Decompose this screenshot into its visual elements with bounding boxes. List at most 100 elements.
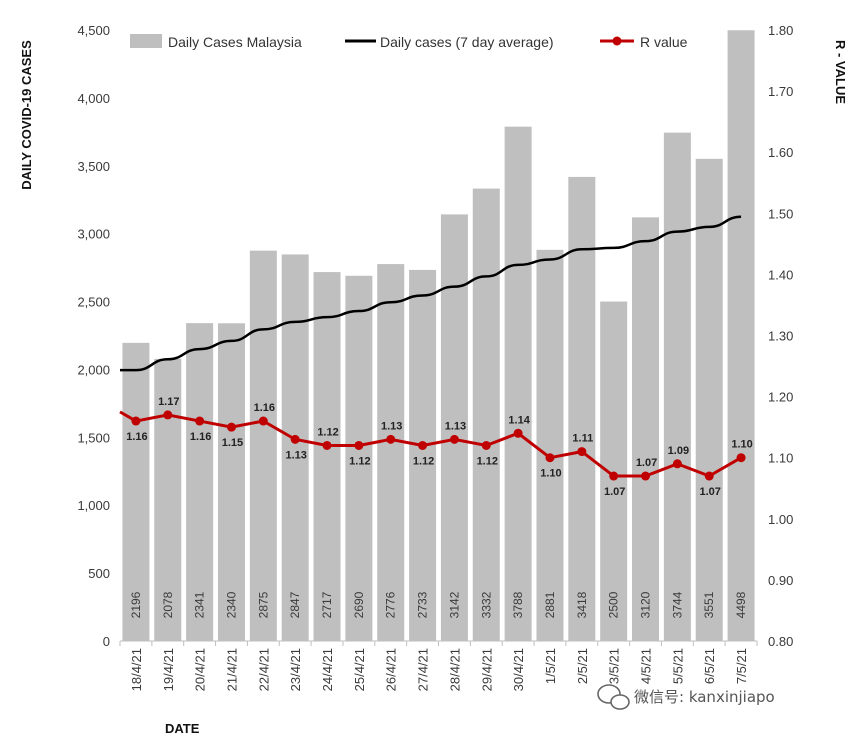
r-value-marker (641, 471, 651, 481)
bar-3/5/21 (600, 301, 628, 641)
r-value-marker (704, 471, 714, 481)
bars-group (122, 30, 755, 642)
bar-19/4/21 (154, 358, 182, 641)
y-right-tick-label: 1.10 (768, 451, 793, 466)
r-value-marker (163, 410, 173, 420)
x-tick-label: 27/4/21 (416, 648, 431, 691)
y-right-tick-label: 1.50 (768, 206, 793, 221)
legend-swatch-bars (130, 34, 162, 48)
x-tick-label: 23/4/21 (288, 648, 303, 691)
r-value-label: 1.10 (731, 439, 752, 451)
bar-23/4/21 (281, 254, 309, 641)
r-value-label: 1.14 (508, 414, 530, 426)
r-value-marker (736, 453, 746, 463)
r-value-label: 1.07 (604, 486, 625, 498)
y-left-tick-label: 3,500 (77, 159, 110, 174)
x-tick-label: 4/5/21 (639, 648, 654, 684)
legend-marker-r (612, 36, 622, 46)
watermark: 微信号: kanxinjiapo (597, 684, 775, 710)
bar-29/4/21 (472, 188, 500, 641)
bar-value-label: 2196 (129, 591, 143, 618)
r-value-marker (609, 471, 619, 481)
r-value-label: 1.07 (636, 457, 657, 469)
bar-value-label: 3788 (511, 591, 525, 618)
average-line (120, 215, 742, 372)
r-value-label: 1.16 (254, 402, 275, 414)
bar-value-label: 2847 (288, 591, 302, 618)
x-tick-label: 21/4/21 (224, 648, 239, 691)
x-tick-label: 24/4/21 (320, 648, 335, 691)
bar-value-label: 4498 (734, 591, 748, 618)
bar-value-label: 2340 (224, 591, 238, 618)
legend-label-bars: Daily Cases Malaysia (168, 34, 302, 50)
y-left-tick-label: 1,000 (77, 498, 110, 513)
wechat-icon (597, 684, 630, 710)
x-axis-title: DATE (165, 721, 200, 736)
bar-value-label: 3418 (575, 591, 589, 618)
bar-22/4/21 (249, 250, 277, 641)
legend-label-average: Daily cases (7 day average) (380, 34, 554, 50)
x-tick-label: 19/4/21 (161, 648, 176, 691)
lines-group (119, 215, 746, 481)
bar-25/4/21 (345, 275, 373, 641)
r-value-label: 1.12 (413, 455, 434, 467)
r-value-label: 1.16 (126, 431, 147, 443)
y-left-tick-label: 2,000 (77, 362, 110, 377)
bar-labels-group: 2196 2078 2341 2340 2875 2847 2717 2690 2776 2733… (129, 591, 748, 618)
bar-value-label: 2341 (193, 591, 207, 618)
r-value-label: 1.10 (540, 468, 561, 480)
x-tick-label: 3/5/21 (607, 648, 622, 684)
bar-value-label: 2500 (607, 591, 621, 618)
x-tick-label: 22/4/21 (256, 648, 271, 691)
r-value-marker (290, 434, 300, 444)
y-left-tick-label: 4,000 (77, 91, 110, 106)
r-value-label: 1.12 (317, 426, 338, 438)
y-right-tick-label: 1.20 (768, 390, 793, 405)
x-tick-label: 6/5/21 (702, 648, 717, 684)
r-value-label: 1.07 (700, 486, 721, 498)
r-labels-group: 1.16 1.17 1.16 1.15 1.16 1.13 1.12 1.12 1.13 1.12… (126, 396, 753, 498)
y-right-tick-label: 1.80 (768, 23, 793, 38)
y-left-tick-label: 2,500 (77, 295, 110, 310)
r-value-marker (322, 440, 332, 450)
x-tick-label: 29/4/21 (479, 648, 494, 691)
bar-27/4/21 (409, 269, 437, 641)
bar-value-label: 2690 (352, 591, 366, 618)
bar-value-label: 2875 (256, 591, 270, 618)
x-tick-label: 30/4/21 (511, 648, 526, 691)
legend-label-r: R value (640, 34, 688, 50)
bar-4/5/21 (632, 217, 660, 641)
r-value-marker (481, 440, 491, 450)
r-value-marker (545, 453, 555, 463)
r-value-marker (354, 440, 364, 450)
bar-value-label: 3120 (639, 591, 653, 618)
y-right-tick-label: 0.80 (768, 634, 793, 649)
y-left-tick-label: 4,500 (77, 23, 110, 38)
r-value-label: 1.17 (158, 396, 179, 408)
bar-1/5/21 (536, 249, 564, 641)
y-right-tick-label: 1.60 (768, 145, 793, 160)
bar-18/4/21 (122, 342, 150, 641)
x-tick-label: 18/4/21 (129, 648, 144, 691)
r-value-marker (672, 459, 682, 469)
y-right-title: R - VALUE (833, 40, 848, 104)
y-left-title: DAILY COVID-19 CASES (19, 40, 34, 190)
r-value-label: 1.16 (190, 431, 211, 443)
watermark-text: 微信号: kanxinjiapo (634, 688, 775, 706)
y-left-tick-label: 1,500 (77, 430, 110, 445)
bar-value-label: 3744 (670, 591, 684, 618)
bar-7/5/21 (727, 30, 755, 642)
x-tick-label: 1/5/21 (543, 648, 558, 684)
r-value-label: 1.12 (477, 455, 498, 467)
bar-2/5/21 (568, 176, 596, 641)
bar-value-label: 2733 (416, 591, 430, 618)
r-value-marker (577, 447, 587, 457)
bar-value-label: 3551 (702, 591, 716, 618)
bar-20/4/21 (186, 323, 214, 641)
x-tick-label: 7/5/21 (734, 648, 749, 684)
x-tick-label: 25/4/21 (352, 648, 367, 691)
x-tick-label: 20/4/21 (193, 648, 208, 691)
r-value-marker (258, 416, 268, 426)
r-value-marker (195, 416, 205, 426)
